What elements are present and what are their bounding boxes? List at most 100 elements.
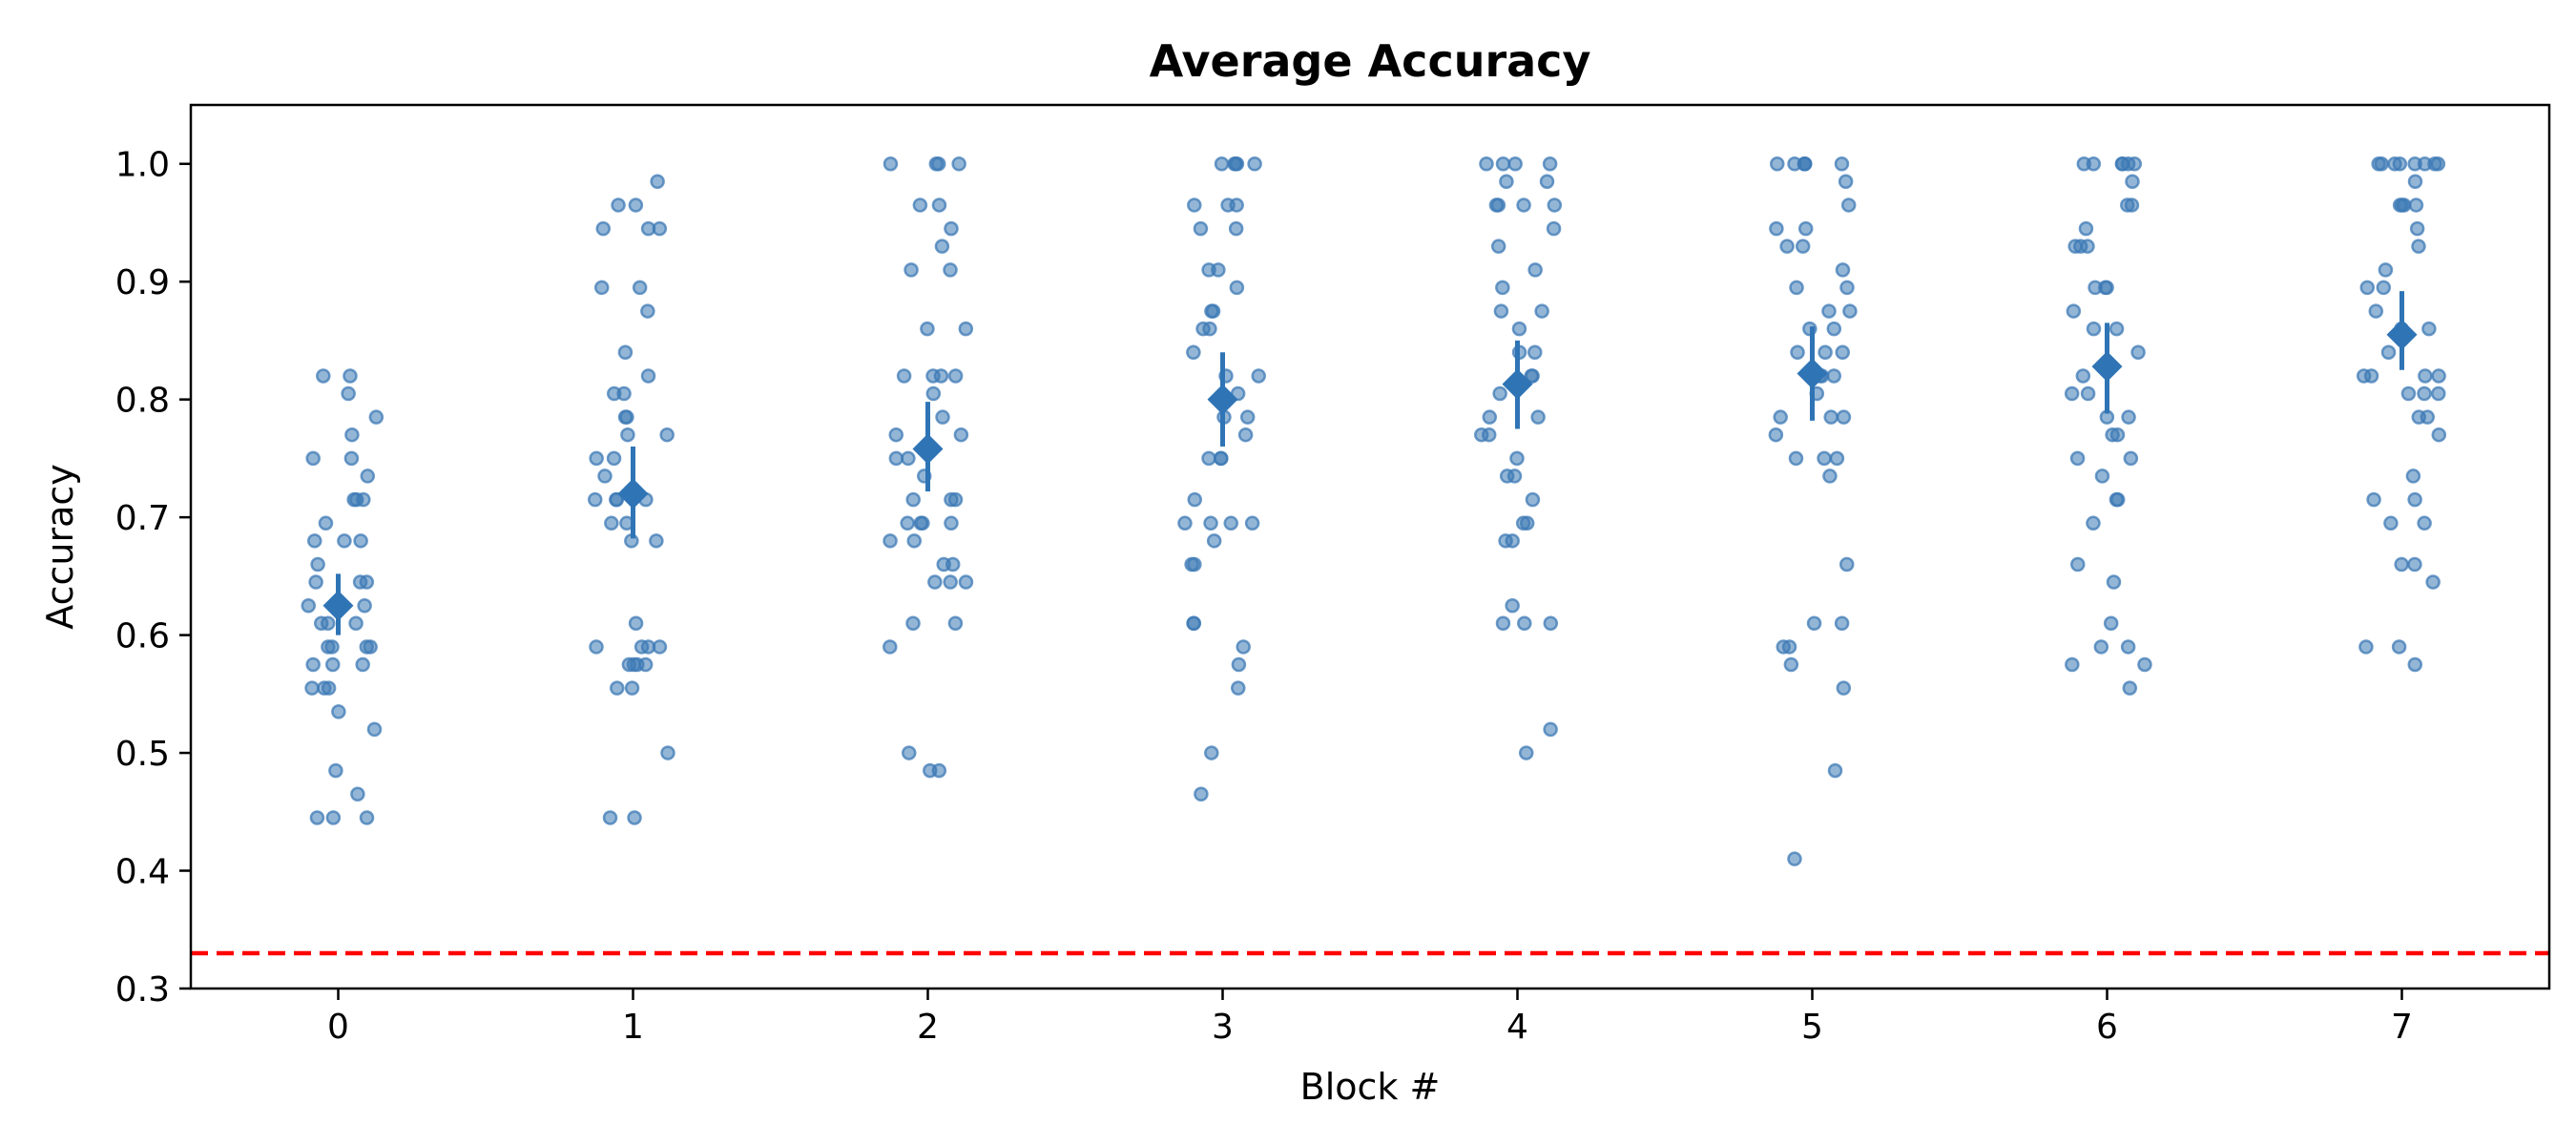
data-point (2065, 656, 2080, 673)
data-point (2094, 468, 2110, 484)
data-point (337, 533, 352, 549)
data-point (1228, 220, 1244, 237)
data-point (1834, 156, 1850, 172)
data-point (1251, 368, 1266, 384)
data-point (1214, 156, 1230, 172)
data-point (350, 786, 365, 802)
x-tick-label: 6 (2096, 1008, 2118, 1047)
data-point (1187, 491, 1202, 508)
x-tick-label: 1 (622, 1008, 644, 1047)
data-point (2431, 385, 2446, 402)
data-point (359, 574, 375, 590)
data-point (2405, 468, 2421, 484)
data-point (1826, 368, 1842, 384)
data-point (628, 615, 644, 632)
data-point (1836, 680, 1852, 696)
data-point (2409, 220, 2425, 237)
data-point (2417, 515, 2432, 531)
data-point (331, 704, 346, 719)
data-point (943, 262, 958, 278)
data-point (2075, 368, 2091, 384)
data-point (1788, 450, 1804, 467)
data-point (2425, 574, 2441, 590)
data-point (2093, 639, 2109, 655)
data-point (920, 321, 935, 337)
data-point (2130, 344, 2146, 361)
data-point (1534, 303, 1549, 319)
data-point (2407, 656, 2423, 673)
data-point (2430, 156, 2446, 172)
mean-marker (1207, 384, 1238, 415)
data-point (307, 533, 322, 549)
data-point (2103, 615, 2119, 632)
data-point (1527, 344, 1543, 361)
data-point (1495, 280, 1510, 296)
data-point (1515, 515, 1531, 531)
data-point (1525, 491, 1541, 508)
data-point (1543, 615, 1559, 632)
data-point (2417, 385, 2432, 402)
data-point (2109, 321, 2125, 337)
data-point (944, 515, 959, 531)
data-point (1499, 468, 1515, 484)
data-point (310, 556, 325, 572)
data-point (316, 368, 331, 384)
data-point (2137, 656, 2152, 673)
data-point (1237, 427, 1254, 443)
data-point (359, 639, 375, 655)
data-point (947, 368, 964, 384)
data-point (2080, 239, 2095, 254)
data-point (2395, 198, 2410, 213)
data-point (883, 156, 899, 172)
data-point (2407, 174, 2423, 190)
data-point (609, 491, 624, 508)
data-point (1838, 174, 1854, 190)
data-point (1797, 220, 1814, 237)
data-point (620, 427, 635, 443)
data-point (2123, 450, 2139, 467)
data-point (1509, 450, 1525, 467)
y-tick-label: 1.0 (115, 146, 170, 185)
data-point (1840, 198, 1857, 213)
data-point (1194, 786, 1209, 802)
data-point (325, 656, 341, 673)
data-point (2105, 427, 2120, 443)
data-point (649, 533, 664, 549)
data-point (2366, 491, 2381, 508)
data-point (2411, 239, 2426, 254)
data-point (958, 321, 974, 337)
data-point (606, 450, 622, 467)
data-point (2378, 262, 2394, 278)
data-point (1768, 427, 1784, 443)
data-point (610, 680, 625, 696)
data-point (1227, 156, 1242, 172)
data-point (934, 239, 950, 254)
data-point (1239, 409, 1256, 425)
data-point (896, 368, 912, 384)
data-point (659, 427, 675, 443)
data-point (931, 198, 947, 213)
data-point (1220, 198, 1236, 213)
data-point (1231, 656, 1247, 673)
data-point (1516, 198, 1531, 213)
data-point (597, 468, 613, 484)
x-tick-label: 4 (1506, 1008, 1528, 1047)
data-point (888, 450, 904, 467)
data-point (2359, 280, 2376, 296)
data-point (1817, 450, 1832, 467)
chart-title: Average Accuracy (1150, 35, 1591, 87)
data-point (2086, 321, 2102, 337)
y-tick-label: 0.7 (115, 499, 170, 538)
data-point (1835, 262, 1851, 278)
data-point (1517, 615, 1532, 632)
data-point (611, 198, 626, 213)
data-point (1789, 280, 1804, 296)
data-point (2383, 515, 2399, 531)
data-point (904, 262, 919, 278)
data-point (2380, 344, 2397, 361)
data-point (589, 450, 604, 467)
data-point (1842, 303, 1858, 319)
y-tick-label: 0.9 (115, 263, 170, 302)
data-point (637, 656, 654, 673)
data-point (301, 597, 317, 614)
